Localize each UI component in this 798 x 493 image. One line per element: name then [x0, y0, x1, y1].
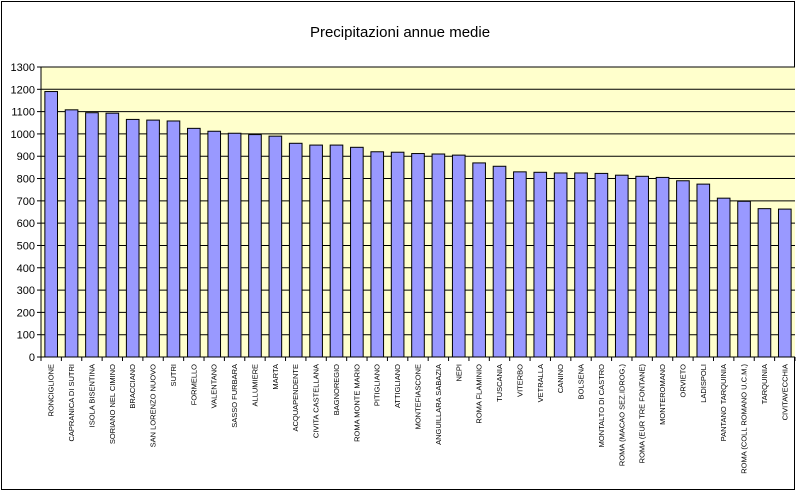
x-tick-label: CIVITA CASTELLANA	[312, 364, 321, 438]
bar	[492, 165, 507, 358]
chart-title: Precipitazioni annue medie	[310, 24, 490, 41]
x-tick-label: MONTEFIASCONE	[414, 364, 423, 429]
bar	[146, 119, 160, 358]
bar	[574, 172, 588, 358]
x-tick-label: BRACCIANO	[128, 364, 137, 409]
bar	[614, 174, 629, 358]
bar	[716, 197, 731, 358]
bar	[533, 171, 548, 358]
bar	[696, 183, 711, 358]
bar	[451, 154, 466, 358]
x-tick-label: SUTRI	[169, 364, 178, 387]
x-tick-label: TUSCANIA	[495, 364, 504, 402]
bar	[635, 175, 649, 358]
x-tick-label: PANTANO TARQUINIA	[719, 364, 728, 441]
x-tick-label: VALENTANO	[210, 364, 219, 408]
bar	[227, 132, 242, 358]
bar	[350, 146, 364, 358]
x-tick-label: MARTA	[271, 364, 280, 390]
x-tick-label: BOLSENA	[577, 364, 586, 399]
x-tick-label: RONCIGLIONE	[47, 364, 56, 417]
bar	[85, 112, 99, 358]
bar	[44, 91, 58, 358]
x-tick-label: LADISPOLI	[699, 364, 708, 403]
bar	[105, 112, 120, 358]
bar	[472, 162, 486, 358]
y-tick-label: 800	[17, 174, 35, 186]
bar	[64, 109, 79, 358]
x-tick-label: ROMA MONTE MARIO	[352, 364, 361, 442]
y-tick-label: 400	[17, 263, 35, 275]
y-tick-label: 1200	[11, 84, 35, 96]
bar	[125, 118, 140, 358]
bar	[329, 144, 344, 358]
bar	[166, 120, 181, 358]
x-tick-label: ROMA (EUR TRE FONTANE)	[638, 364, 647, 464]
x-tick-label: FORMELLO	[189, 364, 198, 405]
bar	[268, 135, 283, 358]
x-tick-label: ROMA (MACAO SEZ.IDROG.)	[617, 364, 626, 467]
y-tick-label: 100	[17, 330, 35, 342]
x-tick-label: MONTALTO DI CASTRO	[597, 364, 606, 448]
x-tick-label: TARQUINIA	[760, 364, 769, 404]
x-tick-label: CAPRANICA DI SUTRI	[67, 364, 76, 442]
y-tick-label: 0	[29, 352, 35, 364]
y-tick-label: 1300	[11, 62, 35, 74]
x-tick-label: BAGNOREGIO	[332, 364, 341, 415]
y-tick-label: 500	[17, 240, 35, 252]
bar	[288, 142, 303, 358]
bar	[594, 172, 609, 358]
x-tick-label: CIVITAVECCHIA	[780, 364, 789, 420]
bar	[676, 180, 690, 358]
x-tick-label: SASSO FURBARA	[230, 364, 239, 428]
x-tick-label: PITIGLIANO	[373, 364, 382, 406]
y-tick-label: 200	[17, 307, 35, 319]
x-tick-label: ATTIGLIANO	[393, 364, 402, 408]
bar	[513, 171, 527, 358]
bar	[431, 153, 446, 358]
bar	[248, 134, 262, 358]
y-tick-label: 700	[17, 196, 35, 208]
bar	[207, 130, 222, 358]
x-tick-label: ROMA (COLL ROMANO U.C.M.)	[740, 364, 749, 474]
bar	[187, 127, 201, 358]
y-tick-label: 1000	[11, 129, 35, 141]
bar	[777, 208, 792, 358]
y-tick-label: 600	[17, 218, 35, 230]
bar	[655, 176, 670, 358]
bars	[44, 91, 792, 358]
y-tick-label: 1100	[11, 107, 35, 119]
bar	[411, 153, 425, 358]
x-tick-label: VETRALLA	[536, 364, 545, 402]
x-tick-label: ROMA FLAMINIO	[475, 364, 484, 424]
x-tick-label: ANGUILLARA SABAZIA	[434, 364, 443, 445]
x-tick-label: SORIANO NEL CIMINO	[108, 364, 117, 444]
bar	[737, 200, 751, 358]
x-tick-label: CANINO	[556, 364, 565, 393]
y-tick-label: 900	[17, 151, 35, 163]
bar	[553, 172, 568, 358]
x-tick-label: MONTEROMANO	[658, 364, 667, 425]
x-axis: RONCIGLIONE CAPRANICA DI SUTRI ISOLA BISEN…	[40, 356, 796, 474]
x-tick-label: SAN LORENZO NUOVO	[149, 364, 158, 448]
bar	[370, 151, 385, 358]
x-tick-label: ORVIETO	[678, 364, 687, 398]
y-axis: 0 100 200 300 400 500 600 700 800 900 1000 1100 1200…	[11, 62, 42, 364]
bar	[757, 208, 772, 358]
bar	[390, 151, 405, 358]
y-tick-label: 300	[17, 285, 35, 297]
bar	[309, 144, 323, 358]
x-tick-label: ALLUMIERE	[250, 364, 259, 407]
x-tick-label: ACQUAPENDENTE	[291, 364, 300, 432]
x-tick-label: ISOLA BISENTINA	[87, 364, 96, 427]
x-tick-label: NEPI	[454, 364, 463, 382]
x-tick-label: VITERBO	[515, 364, 524, 397]
